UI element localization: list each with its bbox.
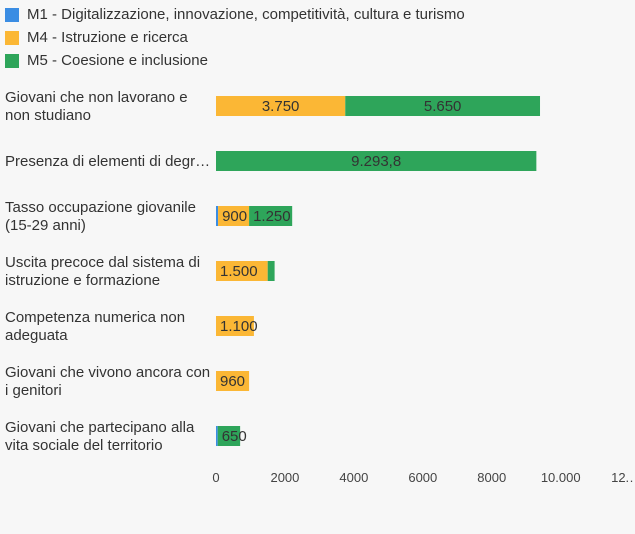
category-label: Tasso occupazione giovanile (15-29 anni): [5, 199, 196, 234]
bar-segment[interactable]: [216, 261, 268, 281]
legend-item-m1[interactable]: M1 - Digitalizzazione, innovazione, comp…: [5, 3, 465, 26]
category-label-line: Giovani che vivono ancora con: [5, 364, 210, 381]
category-label-line: Giovani che non lavorano e: [5, 89, 188, 106]
category-label: Giovani che partecipano alla vita sociale…: [5, 419, 195, 454]
category-label: Giovani che non lavorano e non studiano: [5, 89, 188, 124]
x-tick-label: 6000: [408, 470, 437, 485]
x-tick-label: 4000: [339, 470, 368, 485]
bar-value-label: 1.250: [253, 208, 291, 225]
bar-value-label: 1.100: [220, 318, 258, 335]
legend-label-m4: M4 - Istruzione e ricerca: [27, 29, 188, 46]
bar-segment[interactable]: [267, 261, 275, 281]
bar-value-label: 5.650: [424, 98, 462, 115]
legend: M1 - Digitalizzazione, innovazione, comp…: [5, 3, 465, 72]
bar-segment[interactable]: [249, 206, 293, 226]
bar-value-label: 650: [222, 428, 247, 445]
bar-segment[interactable]: [217, 426, 241, 446]
bar-segment[interactable]: [216, 151, 537, 171]
legend-label-m1: M1 - Digitalizzazione, innovazione, comp…: [27, 6, 465, 23]
bar-segment[interactable]: [345, 96, 541, 116]
legend-label-m5: M5 - Coesione e inclusione: [27, 52, 208, 69]
bar-value-label: 3.750: [262, 98, 300, 115]
category-label-line: Giovani che partecipano alla: [5, 419, 195, 436]
bar-value-label: 900: [222, 208, 247, 225]
bar-segment[interactable]: [216, 426, 218, 446]
bar-value-label: 960: [220, 373, 245, 390]
x-tick-label: 0: [212, 470, 219, 485]
legend-item-m5[interactable]: M5 - Coesione e inclusione: [5, 49, 465, 72]
x-tick-label: 2000: [270, 470, 299, 485]
category-label-line: non studiano: [5, 107, 91, 124]
category-label: Uscita precoce dal sistema di istruzione …: [5, 254, 200, 289]
x-tick-label: 8000: [477, 470, 506, 485]
bar-value-label: 1.500: [220, 263, 258, 280]
legend-item-m4[interactable]: M4 - Istruzione e ricerca: [5, 26, 465, 49]
x-tick-label: 10.000: [541, 470, 581, 485]
x-tick-label: 12.…: [611, 470, 635, 485]
category-label-line: istruzione e formazione: [5, 272, 160, 289]
category-label: Giovani che vivono ancora con i genitori: [5, 364, 210, 399]
category-label-line: i genitori: [5, 382, 62, 399]
category-label-line: (15-29 anni): [5, 217, 86, 234]
category-label: Presenza di elementi di degr…: [5, 153, 210, 170]
category-label-line: Competenza numerica non: [5, 309, 185, 326]
bar-value-label: 9.293,8: [351, 153, 401, 170]
bar-segment[interactable]: [216, 316, 254, 336]
legend-swatch-m1: [5, 7, 19, 22]
category-label-line: Uscita precoce dal sistema di: [5, 254, 200, 271]
category-label-line: Tasso occupazione giovanile: [5, 199, 196, 216]
category-label: Competenza numerica non adeguata: [5, 309, 185, 344]
bar-segment[interactable]: [218, 206, 250, 226]
legend-swatch-m4: [5, 30, 19, 45]
category-label-line: adeguata: [5, 327, 68, 344]
bar-segment[interactable]: [216, 371, 250, 391]
legend-swatch-m5: [5, 53, 19, 68]
category-label-line: vita sociale del territorio: [5, 437, 163, 454]
bar-segment[interactable]: [216, 206, 219, 226]
category-label-line: Presenza di elementi di degr…: [5, 153, 210, 170]
bar-segment[interactable]: [216, 96, 346, 116]
